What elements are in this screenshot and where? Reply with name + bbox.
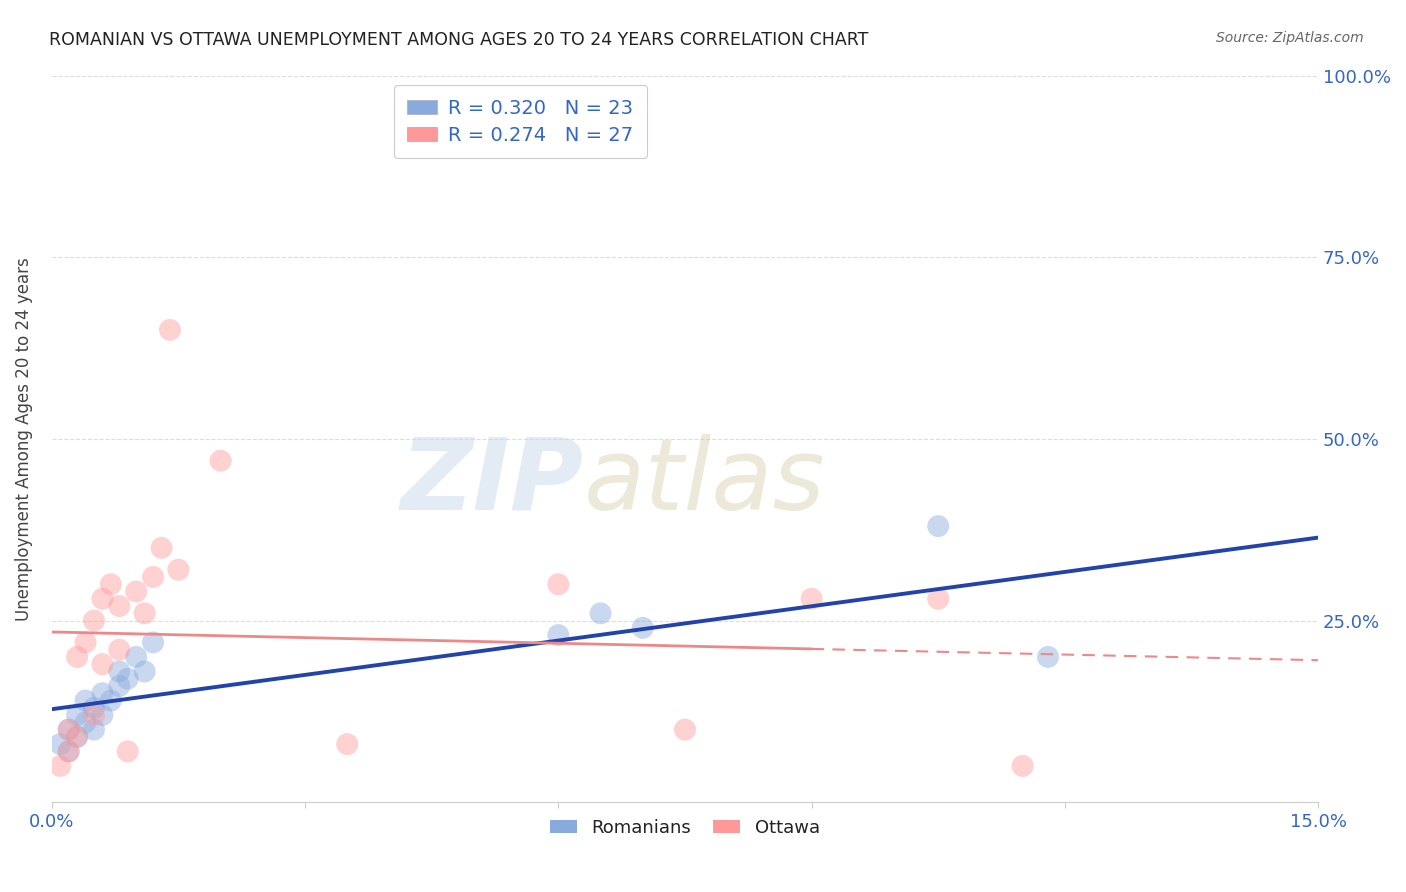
Point [547,577,569,591]
Point [927,591,949,606]
Point [125,584,148,599]
Point [83,700,105,714]
Point [589,607,612,621]
Point [142,635,165,649]
Point [75,635,97,649]
Point [49,759,72,773]
Point [150,541,173,555]
Point [58,723,80,737]
Point [58,744,80,758]
Point [83,723,105,737]
Legend: Romanians, Ottawa: Romanians, Ottawa [543,812,827,844]
Point [75,693,97,707]
Point [58,744,80,758]
Point [125,649,148,664]
Point [66,649,89,664]
Point [117,744,139,758]
Point [66,708,89,723]
Point [100,577,122,591]
Point [142,570,165,584]
Point [673,723,696,737]
Point [75,715,97,730]
Point [66,730,89,744]
Y-axis label: Unemployment Among Ages 20 to 24 years: Unemployment Among Ages 20 to 24 years [15,257,32,621]
Point [108,679,131,693]
Point [108,642,131,657]
Point [108,599,131,613]
Text: ZIP: ZIP [401,434,583,531]
Point [83,614,105,628]
Point [1011,759,1033,773]
Point [134,665,156,679]
Point [927,519,949,533]
Point [91,708,114,723]
Point [134,607,156,621]
Point [800,591,823,606]
Point [117,672,139,686]
Point [108,665,131,679]
Point [58,723,80,737]
Point [336,737,359,751]
Point [66,730,89,744]
Point [83,708,105,723]
Text: Source: ZipAtlas.com: Source: ZipAtlas.com [1216,31,1364,45]
Point [209,453,232,467]
Point [49,737,72,751]
Point [547,628,569,642]
Point [91,657,114,672]
Point [159,323,181,337]
Text: atlas: atlas [583,434,825,531]
Point [91,591,114,606]
Point [631,621,654,635]
Text: ROMANIAN VS OTTAWA UNEMPLOYMENT AMONG AGES 20 TO 24 YEARS CORRELATION CHART: ROMANIAN VS OTTAWA UNEMPLOYMENT AMONG AG… [49,31,869,49]
Point [100,693,122,707]
Point [91,686,114,700]
Point [1036,649,1059,664]
Point [167,563,190,577]
